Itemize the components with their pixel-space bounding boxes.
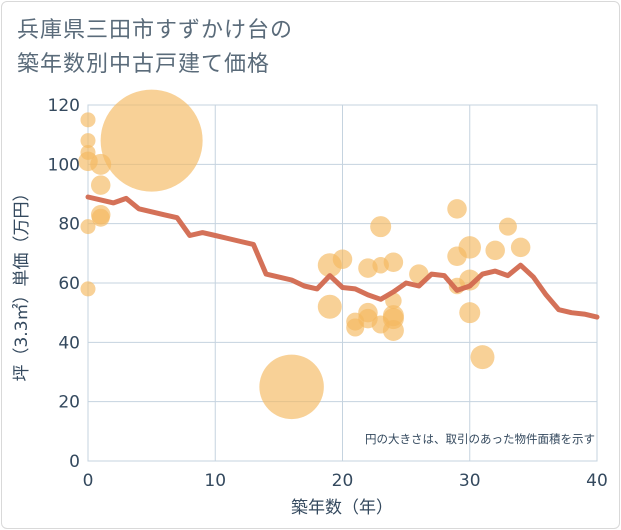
x-tick-label: 40 bbox=[586, 471, 608, 491]
bubble-series bbox=[78, 89, 531, 420]
data-point bbox=[383, 252, 404, 272]
x-axis-label: 築年数（年） bbox=[291, 498, 393, 518]
data-point bbox=[459, 302, 481, 324]
y-tick-label: 80 bbox=[58, 215, 80, 235]
y-tick-label: 0 bbox=[69, 452, 80, 472]
chart-title-line-2: 築年数別中古戸建て価格 bbox=[17, 52, 271, 77]
data-point bbox=[90, 175, 111, 195]
x-tick-label: 30 bbox=[459, 471, 481, 491]
x-tick-label: 0 bbox=[83, 471, 94, 491]
data-point bbox=[80, 133, 96, 149]
bubble-size-note: 円の大きさは、取引のあった物件面積を示す bbox=[365, 432, 595, 446]
y-tick-label: 20 bbox=[58, 393, 80, 413]
data-point bbox=[458, 236, 481, 259]
data-point bbox=[470, 345, 495, 370]
axis-ticks: 0 10 20 30 40 0 20 40 60 80 100 120 bbox=[48, 96, 608, 491]
data-point bbox=[382, 319, 404, 341]
y-axis-label: 坪（3.3㎡）単価（万円） bbox=[12, 184, 32, 381]
chart-title: 兵庫県三田市すずかけ台の 築年数別中古戸建て価格 bbox=[17, 14, 293, 82]
y-tick-label: 120 bbox=[48, 96, 80, 116]
data-point bbox=[80, 219, 96, 235]
y-tick-label: 100 bbox=[48, 155, 80, 175]
data-point bbox=[370, 216, 392, 238]
trend-series bbox=[85, 194, 600, 320]
data-point bbox=[510, 237, 531, 258]
x-tick-label: 20 bbox=[332, 471, 354, 491]
data-point bbox=[332, 249, 353, 270]
x-tick-label: 10 bbox=[204, 471, 226, 491]
y-tick-label: 40 bbox=[58, 333, 80, 353]
data-point bbox=[317, 294, 342, 319]
data-point bbox=[80, 281, 96, 297]
data-point bbox=[91, 208, 110, 227]
data-point bbox=[100, 89, 203, 192]
data-point bbox=[80, 112, 96, 128]
data-point bbox=[259, 354, 324, 420]
data-point bbox=[498, 217, 517, 236]
data-point bbox=[485, 240, 505, 261]
data-point bbox=[447, 199, 467, 219]
chart-title-line-1: 兵庫県三田市すずかけ台の bbox=[17, 18, 294, 43]
trend-line bbox=[85, 194, 600, 320]
y-tick-label: 60 bbox=[58, 274, 80, 294]
